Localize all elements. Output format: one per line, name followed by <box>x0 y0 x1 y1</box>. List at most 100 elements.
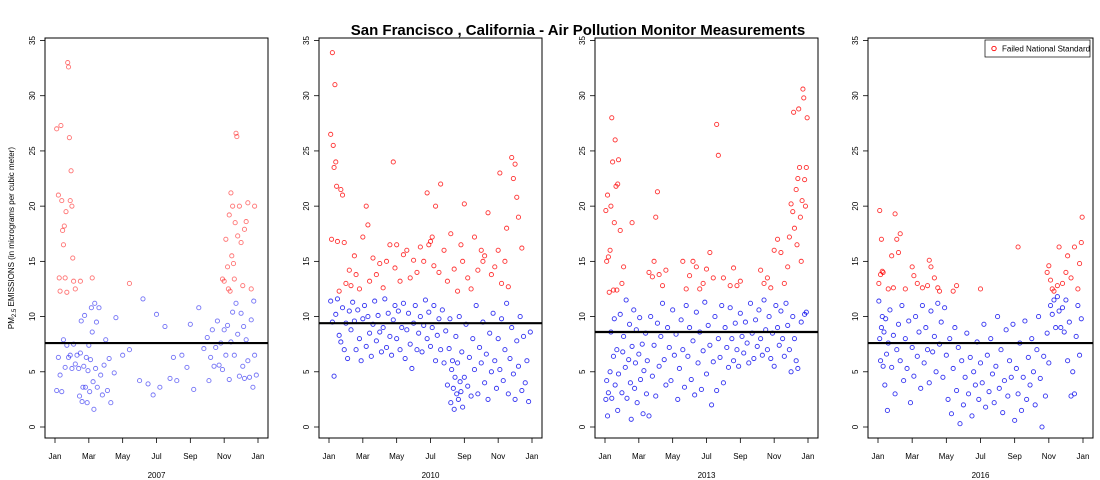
data-point <box>653 393 659 399</box>
data-point <box>632 360 639 366</box>
data-point <box>737 278 743 284</box>
data-point <box>54 388 60 394</box>
data-point <box>954 388 960 394</box>
data-point <box>251 298 257 304</box>
data-point <box>879 314 885 320</box>
data-point <box>404 247 410 253</box>
data-point <box>252 203 258 209</box>
data-point <box>514 338 520 344</box>
data-point <box>76 365 82 372</box>
data-point <box>387 333 393 340</box>
data-point <box>790 314 796 320</box>
data-point <box>229 253 235 259</box>
data-point <box>382 296 388 302</box>
data-point <box>800 86 806 92</box>
data-point <box>1008 374 1014 380</box>
data-point <box>972 382 978 388</box>
data-point <box>227 288 233 294</box>
data-point <box>1020 374 1026 380</box>
y-tick-label: 30 <box>851 91 860 100</box>
data-point <box>756 307 762 313</box>
data-point <box>712 314 718 320</box>
data-point <box>959 358 965 364</box>
data-point <box>603 396 609 402</box>
data-point <box>764 347 770 353</box>
y-tick-label: 10 <box>851 312 860 321</box>
data-point <box>649 373 655 379</box>
data-point <box>375 312 381 319</box>
data-point <box>394 336 400 342</box>
data-point <box>1049 311 1055 317</box>
data-point <box>120 352 126 358</box>
data-point <box>236 373 242 379</box>
data-point <box>341 347 347 353</box>
data-point <box>459 349 465 355</box>
data-point <box>477 344 483 351</box>
data-point <box>78 318 84 324</box>
data-point <box>339 305 346 311</box>
data-point <box>693 264 699 270</box>
data-point <box>685 353 691 359</box>
data-point <box>446 346 452 352</box>
data-point <box>1041 353 1047 359</box>
data-point <box>377 261 383 267</box>
data-point <box>971 369 977 375</box>
data-point <box>89 329 95 335</box>
data-point <box>126 347 132 353</box>
data-point <box>791 336 798 342</box>
data-point <box>634 400 640 406</box>
data-point <box>692 392 698 398</box>
data-point <box>438 347 444 353</box>
data-point <box>65 60 71 66</box>
x-tick-label: Mar <box>632 452 646 461</box>
data-point <box>204 334 210 341</box>
data-point <box>1068 393 1074 399</box>
data-point <box>245 358 251 364</box>
data-point <box>754 343 760 349</box>
x-tick-label: Mar <box>82 452 96 461</box>
data-point <box>353 272 359 278</box>
data-point <box>397 347 403 353</box>
data-point <box>1006 358 1013 364</box>
data-point <box>512 396 518 402</box>
data-point <box>885 286 891 292</box>
data-point <box>80 384 86 390</box>
data-point <box>77 278 83 284</box>
data-point <box>62 364 68 370</box>
x-tick-label: Sep <box>457 452 472 461</box>
data-point <box>622 364 628 370</box>
data-point <box>611 220 617 226</box>
data-point <box>99 392 105 398</box>
data-point <box>411 257 417 263</box>
data-point <box>480 258 486 264</box>
data-point <box>967 354 973 360</box>
y-tick-label: 0 <box>28 424 37 429</box>
data-point <box>363 203 369 209</box>
data-point <box>969 413 975 419</box>
data-point <box>187 321 193 327</box>
data-point <box>485 210 491 216</box>
data-point <box>106 355 112 362</box>
data-point <box>1000 410 1006 416</box>
data-point <box>1077 261 1083 267</box>
data-point <box>328 236 335 242</box>
x-tick-label: May <box>389 452 404 461</box>
data-point <box>444 382 450 388</box>
data-point <box>624 395 630 401</box>
data-point <box>1042 393 1048 399</box>
data-point <box>162 323 168 330</box>
data-point <box>643 391 650 397</box>
data-point <box>510 175 516 182</box>
data-point <box>612 382 618 388</box>
data-point <box>877 336 883 342</box>
data-point <box>74 352 80 358</box>
plot-frame <box>867 37 1094 439</box>
data-point <box>69 203 75 209</box>
data-point <box>400 300 406 306</box>
data-point <box>654 189 660 195</box>
data-point <box>786 234 792 240</box>
data-point <box>60 227 66 233</box>
y-tick-label: 25 <box>28 146 37 155</box>
